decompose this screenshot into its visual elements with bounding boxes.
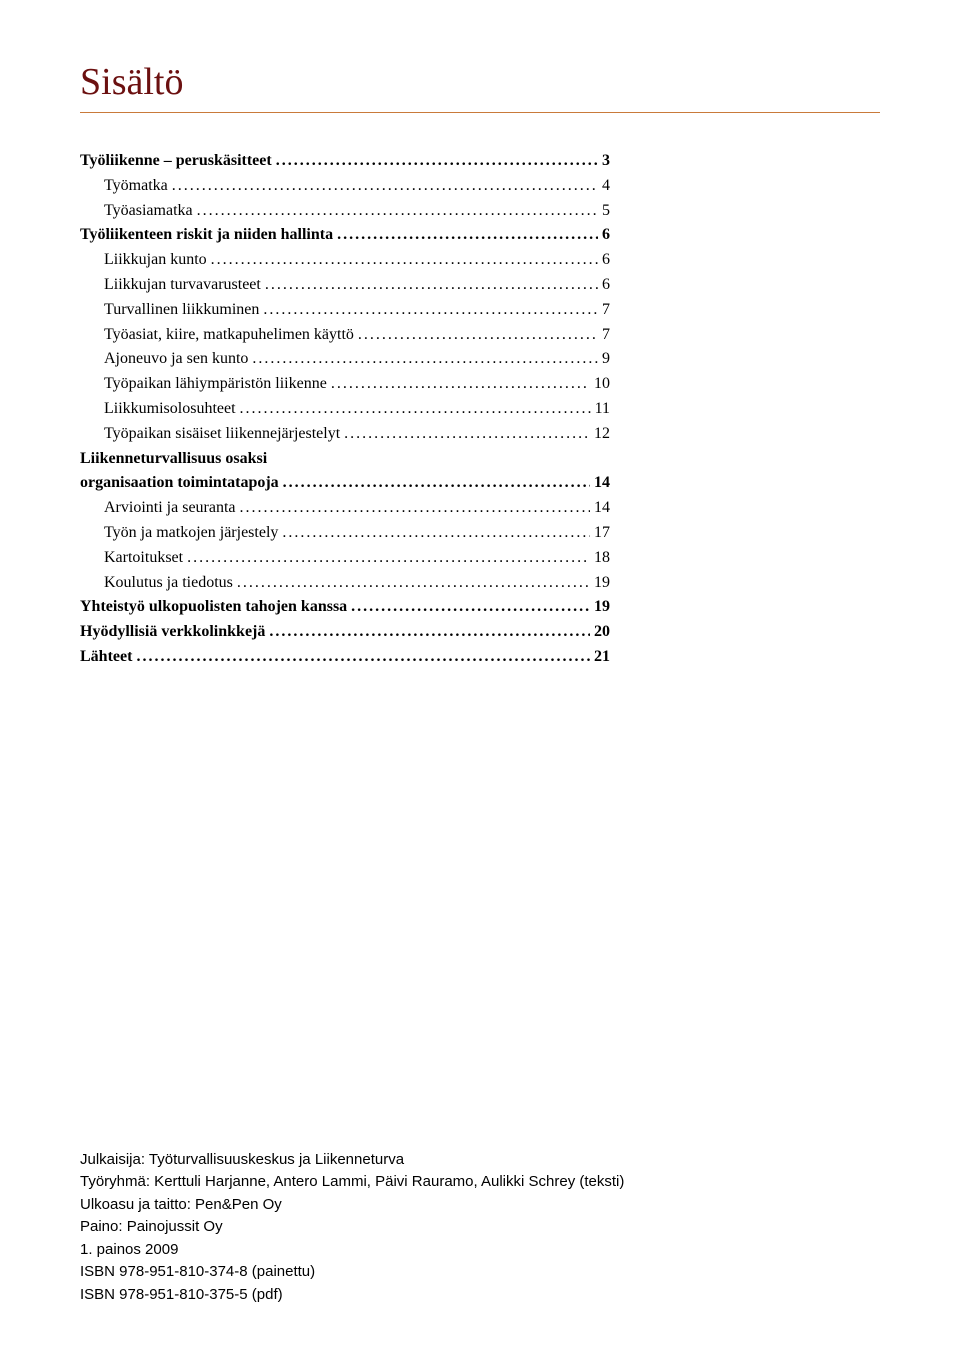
toc-leader-dots: [252, 347, 598, 372]
toc-entry: Liikkujan turvavarusteet 6: [80, 273, 610, 298]
toc-entry: Lähteet 21: [80, 645, 610, 670]
toc-entry: Työmatka 4: [80, 174, 610, 199]
toc-page-number: 7: [602, 323, 610, 348]
toc-entry: Hyödyllisiä verkkolinkkejä 20: [80, 620, 610, 645]
toc-page-number: 3: [602, 149, 610, 174]
toc-label: Koulutus ja tiedotus: [104, 571, 233, 596]
toc-leader-dots: [358, 323, 598, 348]
toc-entry: Työasiamatka 5: [80, 199, 610, 224]
toc-leader-dots: [351, 595, 590, 620]
credit-line: 1. painos 2009: [80, 1239, 624, 1262]
toc-leader-dots: [211, 248, 598, 273]
toc-label: Työn ja matkojen järjestely: [104, 521, 278, 546]
toc-leader-dots: [197, 199, 598, 224]
toc-leader-dots: [337, 223, 598, 248]
toc-entry: Työn ja matkojen järjestely 17: [80, 521, 610, 546]
toc-entry: Turvallinen liikkuminen 7: [80, 298, 610, 323]
toc-entry: Liikkujan kunto 6: [80, 248, 610, 273]
toc-leader-dots: [283, 471, 590, 496]
page-title: Sisältö: [80, 60, 880, 113]
toc-label: organisaation toimintatapoja: [80, 471, 279, 496]
toc-page-number: 17: [594, 521, 610, 546]
toc-entry: Arviointi ja seuranta 14: [80, 496, 610, 521]
toc-page-number: 19: [594, 595, 610, 620]
toc-label: Työliikenteen riskit ja niiden hallinta: [80, 223, 333, 248]
toc-page-number: 4: [602, 174, 610, 199]
toc-entry: Liikenneturvallisuus osaksi: [80, 447, 610, 472]
toc-entry: Työpaikan lähiympäristön liikenne 10: [80, 372, 610, 397]
toc-leader-dots: [240, 496, 590, 521]
toc-entry: Koulutus ja tiedotus 19: [80, 571, 610, 596]
toc-leader-dots: [240, 397, 591, 422]
toc-label: Hyödyllisiä verkkolinkkejä: [80, 620, 265, 645]
toc-entry: Työasiat, kiire, matkapuhelimen käyttö 7: [80, 323, 610, 348]
toc-entry: Yhteistyö ulkopuolisten tahojen kanssa 19: [80, 595, 610, 620]
toc-entry: Työliikenne – peruskäsitteet 3: [80, 149, 610, 174]
toc-label: Lähteet: [80, 645, 132, 670]
toc-label: Työmatka: [104, 174, 168, 199]
toc-leader-dots: [172, 174, 598, 199]
toc-page-number: 18: [594, 546, 610, 571]
toc-label: Työpaikan sisäiset liikennejärjestelyt: [104, 422, 340, 447]
toc-label: Kartoitukset: [104, 546, 183, 571]
toc-leader-dots: [331, 372, 590, 397]
toc-page-number: 19: [594, 571, 610, 596]
toc-label: Liikenneturvallisuus osaksi: [80, 447, 267, 472]
toc-leader-dots: [237, 571, 590, 596]
toc-label: Liikkujan turvavarusteet: [104, 273, 261, 298]
toc-page-number: 20: [594, 620, 610, 645]
toc-page-number: 12: [594, 422, 610, 447]
toc-label: Ajoneuvo ja sen kunto: [104, 347, 248, 372]
toc-label: Työasiamatka: [104, 199, 193, 224]
credit-line: Paino: Painojussit Oy: [80, 1216, 624, 1239]
toc-entry: Kartoitukset 18: [80, 546, 610, 571]
toc-leader-dots: [276, 149, 598, 174]
credit-line: Julkaisija: Työturvallisuuskeskus ja Lii…: [80, 1149, 624, 1172]
toc-label: Työliikenne – peruskäsitteet: [80, 149, 272, 174]
toc-label: Turvallinen liikkuminen: [104, 298, 259, 323]
table-of-contents: Työliikenne – peruskäsitteet3Työmatka4Ty…: [80, 149, 610, 670]
toc-page-number: 6: [602, 248, 610, 273]
credit-line: Työryhmä: Kerttuli Harjanne, Antero Lamm…: [80, 1171, 624, 1194]
toc-leader-dots: [263, 298, 598, 323]
toc-label: Työasiat, kiire, matkapuhelimen käyttö: [104, 323, 354, 348]
toc-page-number: 11: [595, 397, 610, 422]
toc-label: Yhteistyö ulkopuolisten tahojen kanssa: [80, 595, 347, 620]
credit-line: ISBN 978-951-810-375-5 (pdf): [80, 1284, 624, 1307]
toc-entry: Työliikenteen riskit ja niiden hallinta 6: [80, 223, 610, 248]
publication-credits: Julkaisija: Työturvallisuuskeskus ja Lii…: [80, 1149, 624, 1307]
toc-page-number: 6: [602, 223, 610, 248]
toc-leader-dots: [282, 521, 590, 546]
toc-label: Liikkumisolosuhteet: [104, 397, 236, 422]
toc-label: Arviointi ja seuranta: [104, 496, 236, 521]
toc-page-number: 10: [594, 372, 610, 397]
toc-page-number: 7: [602, 298, 610, 323]
toc-entry: Työpaikan sisäiset liikennejärjestelyt 12: [80, 422, 610, 447]
toc-page-number: 6: [602, 273, 610, 298]
toc-entry: organisaation toimintatapoja 14: [80, 471, 610, 496]
toc-label: Työpaikan lähiympäristön liikenne: [104, 372, 327, 397]
toc-page-number: 9: [602, 347, 610, 372]
toc-leader-dots: [187, 546, 590, 571]
toc-label: Liikkujan kunto: [104, 248, 207, 273]
toc-leader-dots: [136, 645, 590, 670]
toc-page-number: 5: [602, 199, 610, 224]
toc-page-number: 14: [594, 496, 610, 521]
toc-page-number: 21: [594, 645, 610, 670]
toc-entry: Liikkumisolosuhteet 11: [80, 397, 610, 422]
toc-leader-dots: [269, 620, 590, 645]
toc-leader-dots: [265, 273, 598, 298]
toc-entry: Ajoneuvo ja sen kunto 9: [80, 347, 610, 372]
toc-page-number: 14: [594, 471, 610, 496]
toc-leader-dots: [344, 422, 590, 447]
credit-line: ISBN 978-951-810-374-8 (painettu): [80, 1261, 624, 1284]
credit-line: Ulkoasu ja taitto: Pen&Pen Oy: [80, 1194, 624, 1217]
